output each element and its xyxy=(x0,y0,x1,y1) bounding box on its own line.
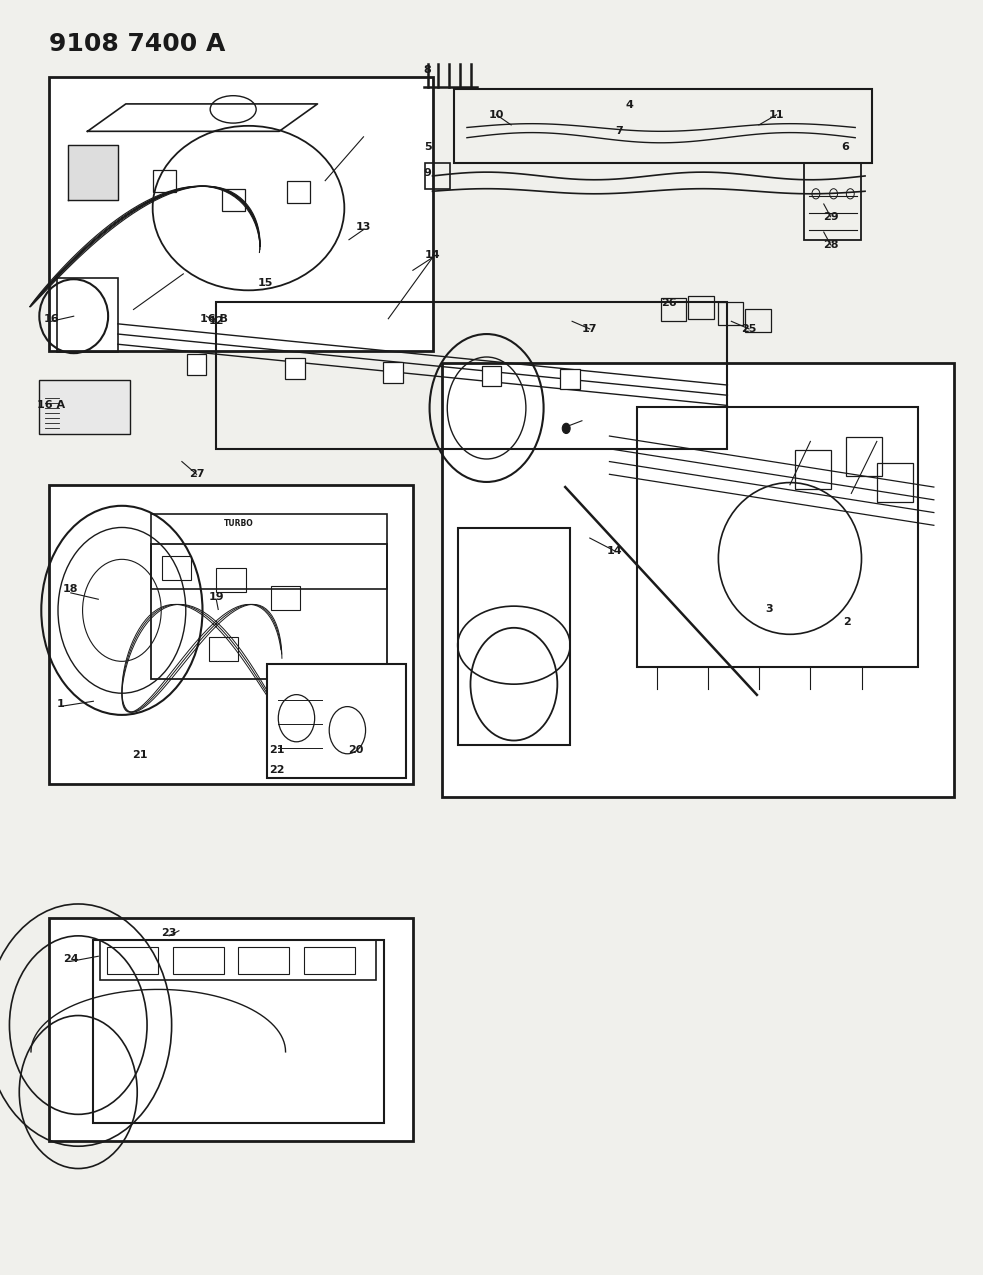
Text: 16: 16 xyxy=(43,314,59,324)
Bar xyxy=(846,437,882,476)
Bar xyxy=(209,638,238,662)
Bar xyxy=(458,528,570,745)
Text: 17: 17 xyxy=(582,324,598,334)
Bar xyxy=(560,368,580,389)
Bar xyxy=(238,947,289,974)
Text: 2: 2 xyxy=(843,617,851,627)
Bar xyxy=(877,463,912,502)
Bar xyxy=(804,163,861,240)
Bar xyxy=(151,515,387,589)
Bar xyxy=(482,366,501,386)
Bar xyxy=(745,309,771,332)
Text: 16 B: 16 B xyxy=(201,314,228,324)
Text: 4: 4 xyxy=(625,99,633,110)
Text: 16 A: 16 A xyxy=(37,400,65,411)
Bar xyxy=(222,189,245,210)
Bar xyxy=(216,569,246,593)
Bar xyxy=(718,302,743,325)
Text: 19: 19 xyxy=(208,592,224,602)
Bar xyxy=(442,363,954,797)
Bar xyxy=(271,586,300,611)
Bar xyxy=(304,947,355,974)
Text: 24: 24 xyxy=(63,954,79,964)
Bar xyxy=(285,358,305,379)
Text: 22: 22 xyxy=(269,765,285,775)
Text: 29: 29 xyxy=(823,212,838,222)
Bar xyxy=(287,181,310,203)
Text: 23: 23 xyxy=(161,928,177,938)
Circle shape xyxy=(562,423,570,434)
Bar xyxy=(267,664,406,778)
Bar xyxy=(49,918,413,1141)
Bar xyxy=(637,407,918,667)
Text: 25: 25 xyxy=(741,324,757,334)
Bar xyxy=(100,941,376,980)
Bar xyxy=(162,556,191,580)
Text: 13: 13 xyxy=(356,222,372,232)
Bar xyxy=(49,484,413,784)
Text: 5: 5 xyxy=(424,142,432,152)
Text: 1: 1 xyxy=(57,699,65,709)
Text: 15: 15 xyxy=(258,278,273,288)
Text: 21: 21 xyxy=(132,750,147,760)
Bar xyxy=(425,163,450,189)
Text: 10: 10 xyxy=(489,110,504,120)
Text: 11: 11 xyxy=(769,110,784,120)
Text: 12: 12 xyxy=(208,316,224,326)
Bar xyxy=(454,89,872,163)
Text: 20: 20 xyxy=(348,745,364,755)
Bar xyxy=(661,298,686,321)
Text: 28: 28 xyxy=(823,240,838,250)
Text: 7: 7 xyxy=(615,126,623,136)
Text: 9108 7400 A: 9108 7400 A xyxy=(49,32,225,56)
Bar xyxy=(92,941,383,1123)
Bar xyxy=(795,450,831,490)
Text: 18: 18 xyxy=(63,584,79,594)
Bar xyxy=(187,354,206,375)
Bar xyxy=(57,278,118,352)
Text: 3: 3 xyxy=(765,604,773,615)
Bar xyxy=(107,947,158,974)
Bar xyxy=(151,544,387,680)
Bar xyxy=(49,76,433,351)
Bar xyxy=(383,362,403,382)
Text: 27: 27 xyxy=(189,469,204,479)
Text: 8: 8 xyxy=(424,65,432,75)
Text: 14: 14 xyxy=(607,546,622,556)
Text: 6: 6 xyxy=(841,142,849,152)
Bar xyxy=(152,170,176,191)
Bar xyxy=(688,296,714,319)
Text: 14: 14 xyxy=(425,250,440,260)
Polygon shape xyxy=(68,145,118,200)
Text: 26: 26 xyxy=(661,298,676,309)
Bar xyxy=(39,380,130,434)
Bar xyxy=(173,947,224,974)
Bar xyxy=(216,302,727,449)
Text: 21: 21 xyxy=(269,745,285,755)
Text: 9: 9 xyxy=(424,168,432,179)
Text: TURBO: TURBO xyxy=(223,519,254,528)
